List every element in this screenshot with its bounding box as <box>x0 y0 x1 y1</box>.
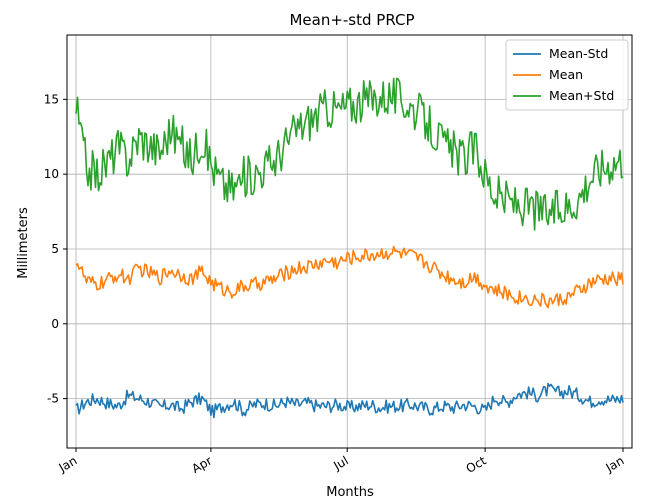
x-axis: Jan Apr Jul Oct Jan <box>56 448 627 476</box>
x-axis-label: Months <box>326 485 374 500</box>
y-tick-label: -5 <box>47 392 59 406</box>
series-line-mean-std <box>75 77 624 231</box>
series-layer <box>75 77 624 419</box>
x-tick-label: Oct <box>464 453 489 476</box>
y-axis-label: Millimeters <box>16 207 31 279</box>
chart-title: Mean+-std PRCP <box>289 11 414 29</box>
legend-entry: Mean-Std <box>549 46 608 61</box>
x-tick-label: Jul <box>330 453 350 473</box>
y-tick-label: 5 <box>51 242 59 256</box>
legend-box <box>505 39 629 111</box>
y-tick-label: 10 <box>44 167 59 181</box>
legend: Mean-Std Mean Mean+Std <box>505 39 629 111</box>
legend-entry: Mean <box>549 67 583 82</box>
plot-frame <box>66 34 633 449</box>
y-tick-label: 0 <box>51 317 59 331</box>
x-tick-label: Jan <box>603 453 627 475</box>
y-axis: -5 0 5 10 15 <box>44 92 67 406</box>
x-tick-label: Jan <box>56 453 80 475</box>
legend-entry: Mean+Std <box>549 88 614 103</box>
x-tick-label: Apr <box>189 453 214 476</box>
series-line-mean-std <box>75 382 624 419</box>
y-tick-label: 15 <box>44 92 59 106</box>
series-line-mean <box>75 245 624 309</box>
